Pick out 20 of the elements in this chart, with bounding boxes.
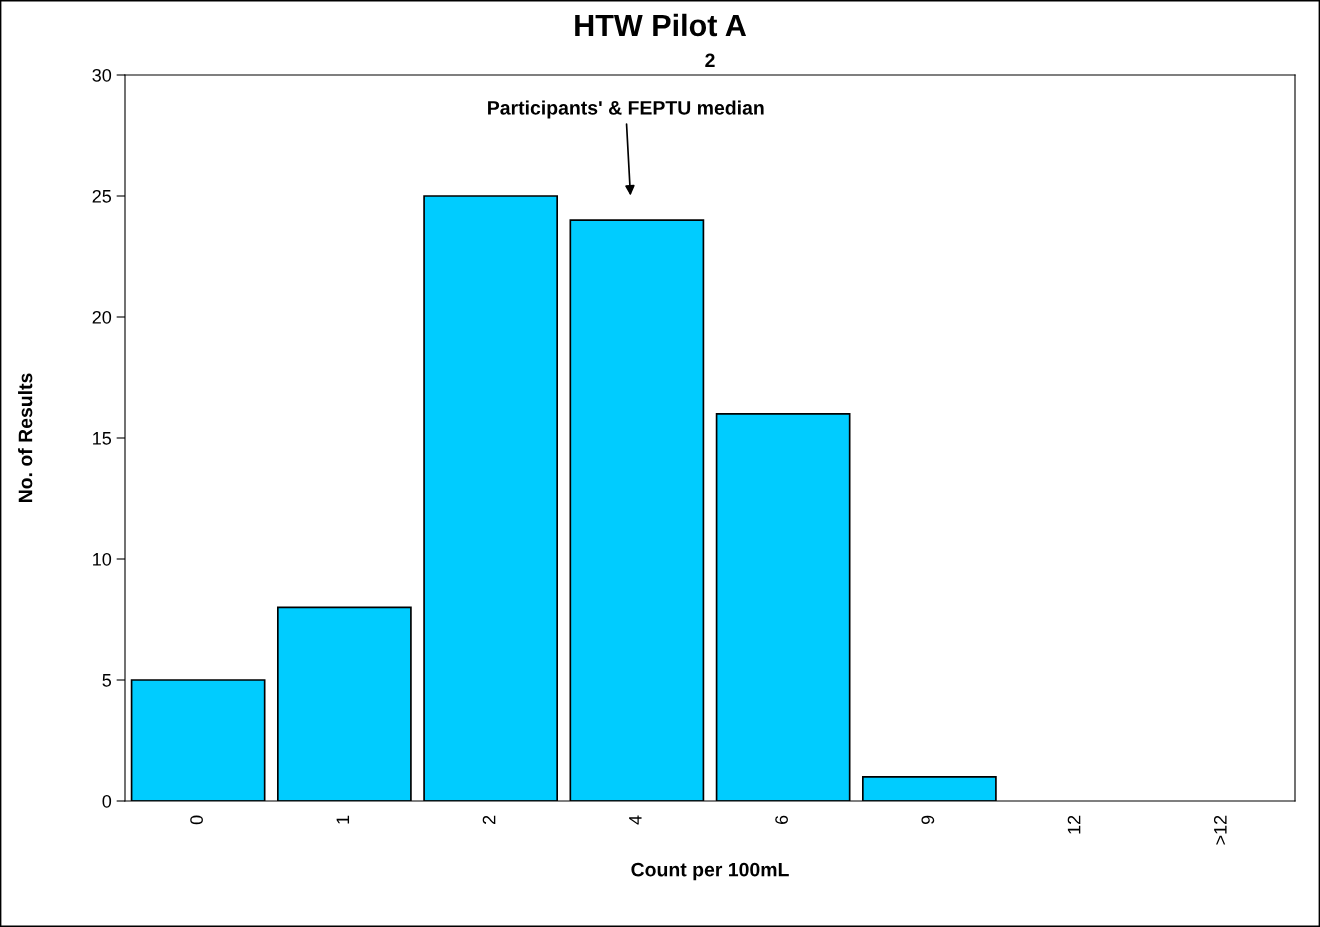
x-tick-label: 2 [482, 815, 496, 825]
y-tick-label: 15 [93, 432, 112, 445]
annotation: Participants' & FEPTU median [488, 100, 764, 119]
x-tick-label: 0 [190, 815, 203, 825]
x-tick-label: 4 [629, 815, 642, 825]
x-tick-label: 9 [921, 815, 935, 825]
y-axis-title: No. of Results [18, 373, 33, 503]
x-tick-label: 6 [775, 815, 788, 825]
x-tick-label: 12 [1067, 815, 1081, 834]
y-tick-label: 30 [92, 68, 112, 82]
chart-subtitle: 2 [705, 53, 715, 68]
x-axis-title: Count per 100mL [631, 862, 789, 881]
y-tick-label: 5 [102, 674, 112, 687]
x-tick-label: >12 [1213, 815, 1227, 845]
y-tick-label: 25 [92, 189, 112, 203]
y-tick-label: 20 [92, 310, 112, 324]
chart-title: HTW Pilot A [575, 13, 747, 37]
y-tick-label: 10 [93, 552, 112, 566]
y-tick-label: 0 [102, 794, 112, 808]
x-tick-label: 1 [336, 815, 350, 824]
